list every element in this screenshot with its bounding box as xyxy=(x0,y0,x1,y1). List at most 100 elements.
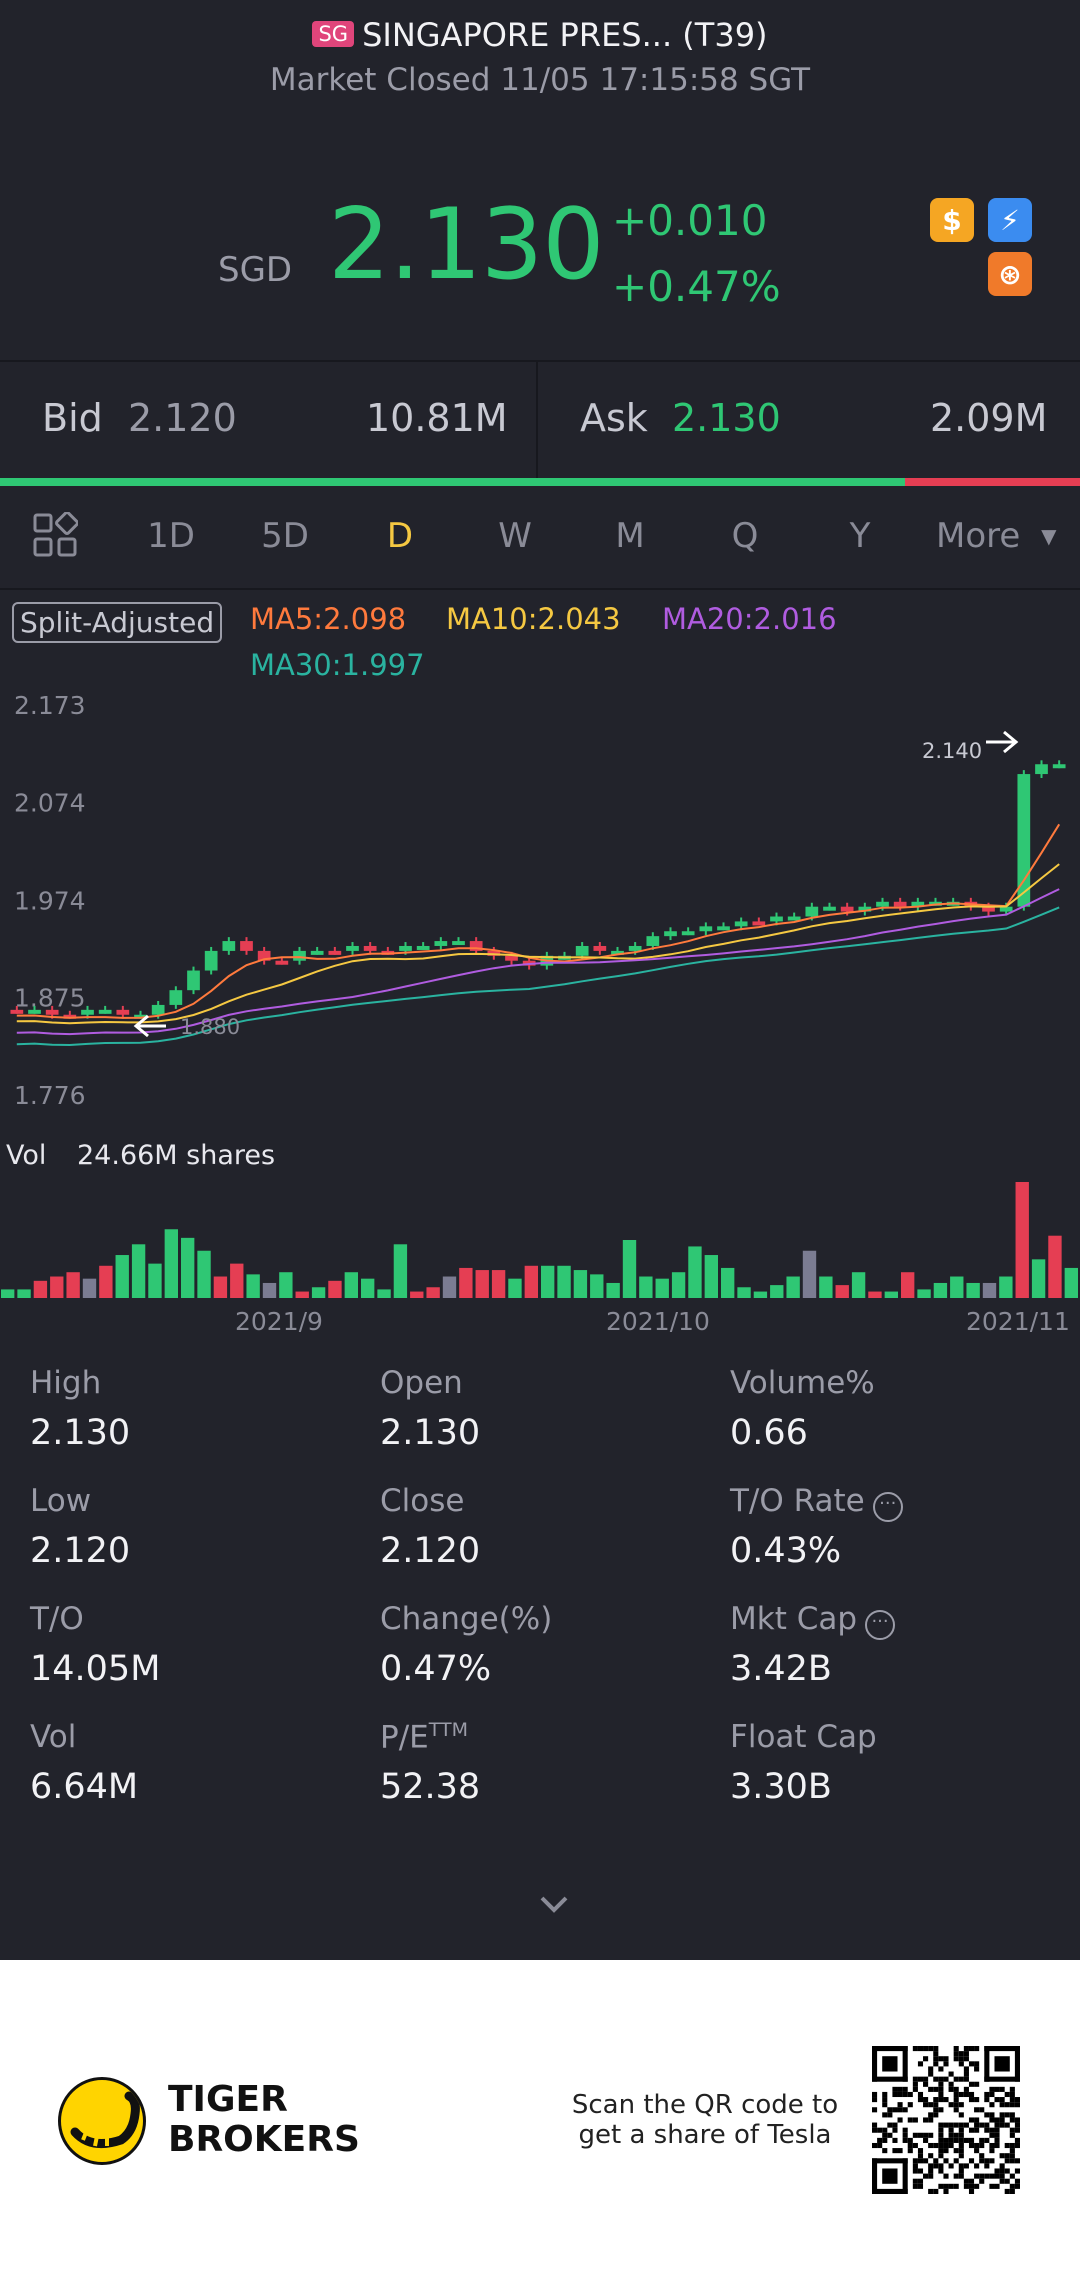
tab-w[interactable]: W xyxy=(498,516,532,556)
candle-body xyxy=(876,901,889,907)
candle-body xyxy=(999,906,1013,912)
qr-module xyxy=(963,2066,969,2072)
tab-d[interactable]: D xyxy=(386,516,414,556)
volume-bar xyxy=(770,1285,784,1298)
qr-module xyxy=(994,2168,1000,2174)
candle-body xyxy=(328,950,342,955)
qr-module xyxy=(989,2091,995,2098)
qr-module xyxy=(923,2076,929,2082)
candle-body xyxy=(1035,764,1048,775)
qr-module xyxy=(907,2102,913,2108)
qr-module xyxy=(1014,2137,1020,2143)
candle-body xyxy=(452,941,465,946)
volume-bar xyxy=(459,1267,473,1298)
volume-bar xyxy=(590,1274,604,1298)
qr-module xyxy=(994,2137,1000,2143)
volume-bar xyxy=(541,1265,555,1298)
qr-module xyxy=(872,2107,878,2113)
qr-module xyxy=(1014,2178,1020,2184)
qr-module xyxy=(892,2137,898,2143)
qr-module xyxy=(948,2081,954,2087)
qr-module xyxy=(953,2132,959,2138)
candle-body xyxy=(45,1009,59,1015)
brand-name: TIGER BROKERS xyxy=(168,2080,360,2160)
qr-module xyxy=(943,2061,949,2067)
qr-module xyxy=(989,2183,995,2189)
market-badge: SG xyxy=(312,21,355,47)
volume-bar xyxy=(753,1291,768,1298)
qr-module xyxy=(907,2091,913,2098)
volume-bar xyxy=(688,1246,702,1298)
volume-bar xyxy=(262,1282,277,1298)
qr-module xyxy=(1009,2142,1015,2149)
tab-5d[interactable]: 5D xyxy=(261,516,309,556)
candle-body xyxy=(310,950,324,955)
tab-more[interactable]: More ▼ xyxy=(936,516,1057,556)
qr-module xyxy=(938,2076,944,2082)
qr-module xyxy=(989,2173,995,2179)
candle-body xyxy=(681,931,695,936)
qr-module xyxy=(994,2132,1000,2138)
qr-module xyxy=(974,2122,980,2128)
dollar-icon[interactable]: $ xyxy=(930,198,974,242)
more-info-icon[interactable]: ··· xyxy=(872,1492,903,1522)
volume-bar xyxy=(491,1270,506,1298)
volume-bar xyxy=(622,1240,637,1298)
qr-module xyxy=(917,2148,924,2154)
qr-module xyxy=(958,2153,964,2159)
qr-module xyxy=(999,2086,1005,2092)
price-change-block: +0.010 +0.47% xyxy=(612,188,781,320)
qr-module xyxy=(1014,2142,1020,2149)
qr-module xyxy=(933,2142,939,2149)
qr-module xyxy=(912,2086,918,2092)
tab-1d[interactable]: 1D xyxy=(147,516,195,556)
qr-module xyxy=(912,2132,918,2138)
tab-y[interactable]: Y xyxy=(849,516,871,556)
qr-module xyxy=(882,2137,888,2143)
qr-module xyxy=(933,2102,939,2108)
tab-q[interactable]: Q xyxy=(731,516,759,556)
candle-body xyxy=(611,950,624,955)
expand-chevron-icon[interactable] xyxy=(530,1890,578,1920)
layout-grid-icon[interactable] xyxy=(32,511,79,558)
bid-size: 10.81M xyxy=(366,396,508,440)
candle-body xyxy=(346,945,359,951)
lightning-icon[interactable]: ⚡ xyxy=(988,198,1032,242)
candle-body xyxy=(858,906,872,912)
qr-module xyxy=(882,2056,898,2072)
qr-module xyxy=(999,2173,1005,2179)
ask-size: 2.09M xyxy=(930,396,1048,440)
qr-module xyxy=(1004,2112,1010,2118)
qr-module xyxy=(872,2091,878,2098)
qr-module xyxy=(948,2132,954,2138)
qr-module xyxy=(912,2076,918,2082)
more-info-icon[interactable]: ··· xyxy=(865,1610,896,1640)
volume-bar xyxy=(213,1276,228,1298)
qr-module xyxy=(958,2137,964,2143)
split-adjusted-toggle[interactable]: Split-Adjusted xyxy=(12,602,223,643)
qr-module xyxy=(968,2142,975,2149)
qr-module xyxy=(872,2046,878,2082)
qr-module xyxy=(968,2061,975,2067)
qr-module xyxy=(994,2183,1000,2189)
candle-body xyxy=(805,906,819,917)
kline-chart[interactable]: Split-Adjusted MA5:2.098 MA10:2.043 MA20… xyxy=(0,592,1080,1332)
qr-module xyxy=(912,2142,918,2149)
qr-module xyxy=(897,2117,903,2123)
qr-module xyxy=(979,2158,985,2164)
volume-bar xyxy=(361,1278,375,1298)
tab-m[interactable]: M xyxy=(615,516,645,556)
qr-module xyxy=(1004,2102,1010,2108)
qr-module xyxy=(1004,2122,1010,2128)
volume-bar xyxy=(851,1272,866,1298)
qr-module xyxy=(958,2132,964,2138)
short-sell-icon[interactable]: ⊛ xyxy=(988,252,1032,296)
qr-module xyxy=(912,2168,918,2174)
candle-body xyxy=(151,1004,165,1015)
volume-bar xyxy=(1015,1182,1029,1298)
price-change: +0.010 xyxy=(612,196,768,245)
qr-module xyxy=(968,2137,975,2143)
qr-module xyxy=(963,2122,969,2128)
bid-ask-divider xyxy=(536,362,538,478)
ma5-line xyxy=(16,823,1061,1019)
